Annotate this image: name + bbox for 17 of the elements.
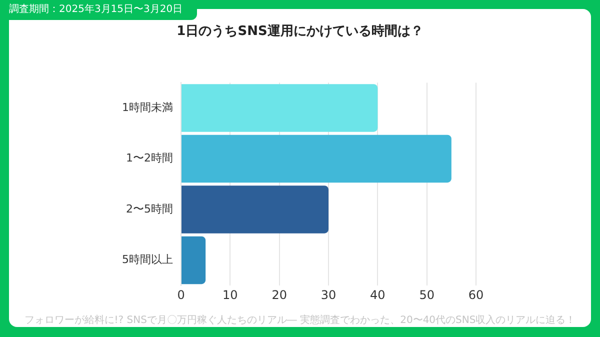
x-tick-label: 50	[419, 288, 434, 302]
chart-title: 1日のうちSNS運用にかけている時間は？	[176, 23, 424, 40]
x-tick-label: 60	[468, 288, 484, 302]
x-tick-label: 0	[177, 288, 185, 302]
x-tick-label: 10	[222, 288, 238, 302]
bar	[182, 84, 378, 132]
y-tick-label: 1〜2時間	[126, 152, 173, 165]
text: 調査期間：2025年3月15日〜3月20日	[0, 0, 197, 20]
x-tick-label: 40	[370, 288, 386, 302]
y-tick-label: 5時間以上	[122, 253, 173, 266]
bar	[182, 186, 328, 234]
y-tick-label: 2〜5時間	[126, 202, 173, 216]
bar	[182, 134, 452, 183]
bar	[182, 236, 206, 284]
x-tick-label: 30	[320, 288, 336, 302]
y-tick-label: 1時間未満	[122, 100, 173, 114]
x-tick-label: 20	[272, 288, 287, 302]
